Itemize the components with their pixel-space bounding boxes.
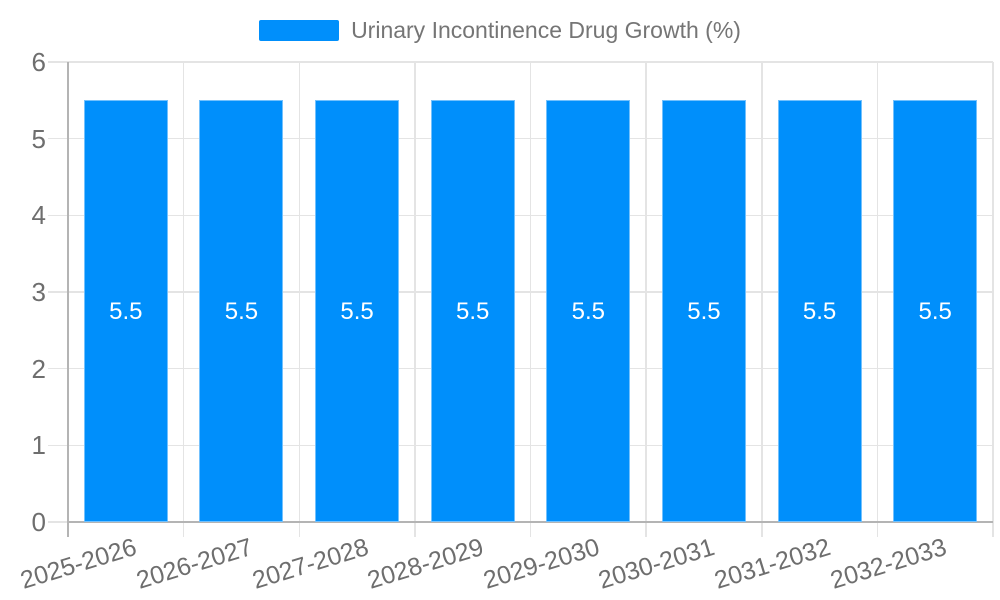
bar[interactable]: 5.5	[430, 100, 515, 522]
bar[interactable]: 5.5	[199, 100, 284, 522]
bar-value-label: 5.5	[109, 298, 143, 326]
y-gridline	[48, 367, 993, 370]
bar[interactable]: 5.5	[315, 100, 400, 522]
x-gridline	[645, 62, 647, 537]
y-gridline	[48, 137, 993, 140]
y-gridline	[48, 214, 993, 217]
bar[interactable]: 5.5	[893, 100, 978, 522]
y-axis-tick-label: 2	[31, 353, 46, 384]
y-axis-tick-label: 1	[31, 430, 46, 461]
bar-value-label: 5.5	[802, 298, 837, 326]
x-axis-line	[68, 521, 993, 523]
x-axis-tick-label: 2025-2026	[17, 533, 140, 595]
x-axis-tick-label: 2032-2033	[826, 533, 950, 595]
y-axis-tick-label: 6	[31, 47, 46, 77]
x-axis-tick-label: 2027-2028	[248, 533, 372, 595]
x-gridline	[298, 62, 300, 537]
x-gridline	[529, 62, 532, 537]
y-axis-tick-label: 3	[31, 277, 46, 307]
x-axis-tick-label: 2028-2029	[364, 533, 487, 595]
bar[interactable]: 5.5	[777, 100, 862, 522]
x-axis-tick-label: 2031-2032	[711, 533, 834, 595]
bar-value-label: 5.5	[687, 298, 721, 326]
x-axis-tick-label: 2029-2030	[479, 533, 603, 595]
x-gridline	[761, 62, 763, 537]
chart-legend: Urinary Incontinence Drug Growth (%)	[0, 16, 1000, 44]
x-axis-tick-label: 2030-2031	[595, 533, 719, 595]
y-gridline	[48, 291, 993, 293]
bar-value-label: 5.5	[456, 298, 490, 326]
x-gridline	[414, 62, 416, 537]
y-axis-tick-label: 4	[31, 200, 46, 231]
y-axis-line	[67, 62, 69, 537]
bar[interactable]: 5.5	[83, 100, 168, 522]
bar-value-label: 5.5	[918, 298, 952, 326]
bar[interactable]: 5.5	[661, 100, 746, 522]
legend-swatch-icon	[259, 19, 340, 41]
x-axis-tick-label: 2026-2027	[133, 533, 256, 595]
legend-label: Urinary Incontinence Drug Growth (%)	[351, 17, 741, 43]
bar-value-label: 5.5	[224, 298, 259, 326]
bar[interactable]: 5.5	[546, 100, 631, 522]
bar-value-label: 5.5	[571, 298, 605, 326]
y-axis-tick-label: 0	[31, 507, 46, 537]
x-gridline	[992, 62, 994, 537]
x-gridline	[876, 62, 879, 537]
y-gridline	[48, 444, 993, 447]
x-gridline	[182, 62, 185, 537]
bar-value-label: 5.5	[340, 298, 374, 326]
y-gridline	[48, 61, 993, 63]
y-axis-tick-label: 5	[31, 123, 46, 154]
legend-item[interactable]: Urinary Incontinence Drug Growth (%)	[259, 16, 741, 44]
